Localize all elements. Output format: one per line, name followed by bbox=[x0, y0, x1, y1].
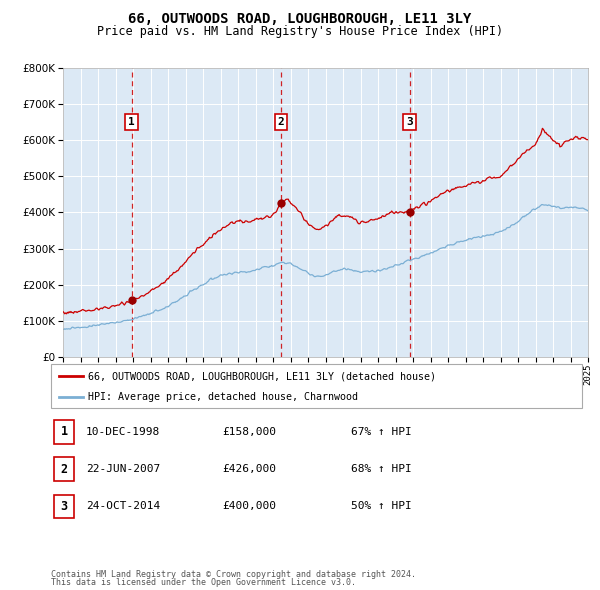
Text: 66, OUTWOODS ROAD, LOUGHBOROUGH, LE11 3LY: 66, OUTWOODS ROAD, LOUGHBOROUGH, LE11 3L… bbox=[128, 12, 472, 26]
Text: £426,000: £426,000 bbox=[222, 464, 276, 474]
Text: 1: 1 bbox=[128, 117, 135, 127]
Text: This data is licensed under the Open Government Licence v3.0.: This data is licensed under the Open Gov… bbox=[51, 578, 356, 588]
Text: HPI: Average price, detached house, Charnwood: HPI: Average price, detached house, Char… bbox=[88, 392, 358, 402]
Text: £158,000: £158,000 bbox=[222, 427, 276, 437]
Text: 67% ↑ HPI: 67% ↑ HPI bbox=[350, 427, 412, 437]
Text: 22-JUN-2007: 22-JUN-2007 bbox=[86, 464, 160, 474]
Text: 50% ↑ HPI: 50% ↑ HPI bbox=[350, 502, 412, 511]
Text: 3: 3 bbox=[406, 117, 413, 127]
Text: 1: 1 bbox=[61, 425, 68, 438]
Text: 66, OUTWOODS ROAD, LOUGHBOROUGH, LE11 3LY (detached house): 66, OUTWOODS ROAD, LOUGHBOROUGH, LE11 3L… bbox=[88, 372, 436, 381]
Text: 68% ↑ HPI: 68% ↑ HPI bbox=[350, 464, 412, 474]
Text: £400,000: £400,000 bbox=[222, 502, 276, 511]
Text: Price paid vs. HM Land Registry's House Price Index (HPI): Price paid vs. HM Land Registry's House … bbox=[97, 25, 503, 38]
Text: Contains HM Land Registry data © Crown copyright and database right 2024.: Contains HM Land Registry data © Crown c… bbox=[51, 570, 416, 579]
Text: 3: 3 bbox=[61, 500, 68, 513]
Text: 2: 2 bbox=[278, 117, 284, 127]
Text: 24-OCT-2014: 24-OCT-2014 bbox=[86, 502, 160, 511]
Text: 10-DEC-1998: 10-DEC-1998 bbox=[86, 427, 160, 437]
Text: 2: 2 bbox=[61, 463, 68, 476]
